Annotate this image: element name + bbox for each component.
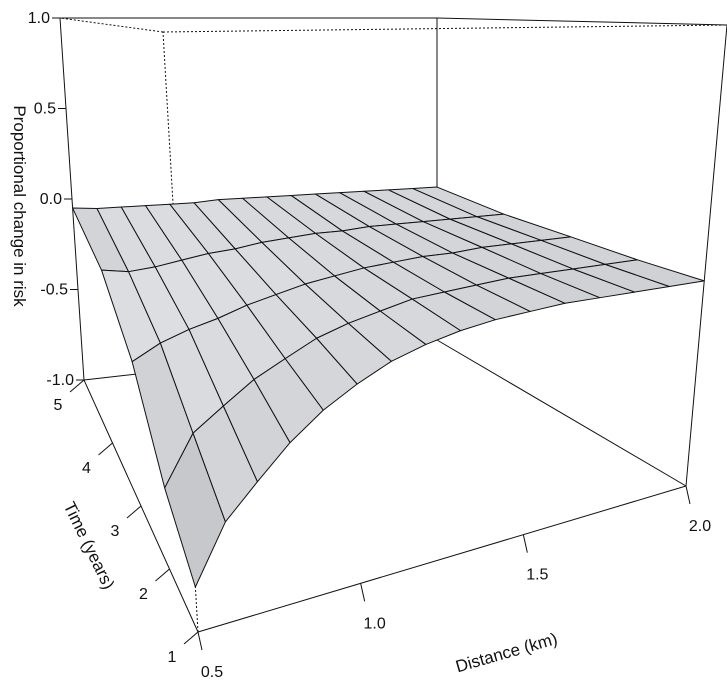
- box-edge: [686, 25, 727, 486]
- x-tick: [523, 535, 527, 553]
- box-edge: [437, 340, 686, 486]
- x-tick-label: 1.0: [364, 615, 386, 632]
- box-edge-hidden: [60, 18, 163, 32]
- z-tick-label: -1.0: [46, 372, 74, 389]
- z-tick-label: -0.5: [40, 282, 68, 299]
- x-tick-label: 1.5: [526, 567, 548, 584]
- y-tick: [99, 443, 113, 455]
- y-tick-label: 2: [139, 586, 148, 603]
- z-axis-title: Proportional change in risk: [10, 105, 29, 307]
- y-tick: [184, 632, 198, 644]
- y-tick-label: 3: [111, 523, 120, 540]
- x-tick-label: 0.5: [201, 664, 223, 681]
- x-tick: [686, 486, 690, 504]
- z-tick-label: 0.5: [34, 101, 56, 118]
- z-tick-label: 1.0: [28, 10, 50, 27]
- box-edge-hidden: [163, 25, 727, 32]
- x-tick: [361, 583, 365, 601]
- z-tick-label: 0.0: [40, 191, 62, 208]
- y-tick: [156, 569, 170, 581]
- box-edge: [198, 486, 686, 632]
- y-tick-label: 4: [82, 460, 91, 477]
- y-axis-title: Time (years): [60, 499, 119, 593]
- x-axis-title: Distance (km): [453, 629, 559, 676]
- x-tick-label: 2.0: [689, 518, 711, 535]
- y-tick-label: 5: [54, 397, 63, 414]
- x-tick: [198, 632, 202, 650]
- y-tick-label: 1: [168, 649, 177, 666]
- y-tick: [127, 506, 141, 518]
- box-edge: [437, 18, 727, 25]
